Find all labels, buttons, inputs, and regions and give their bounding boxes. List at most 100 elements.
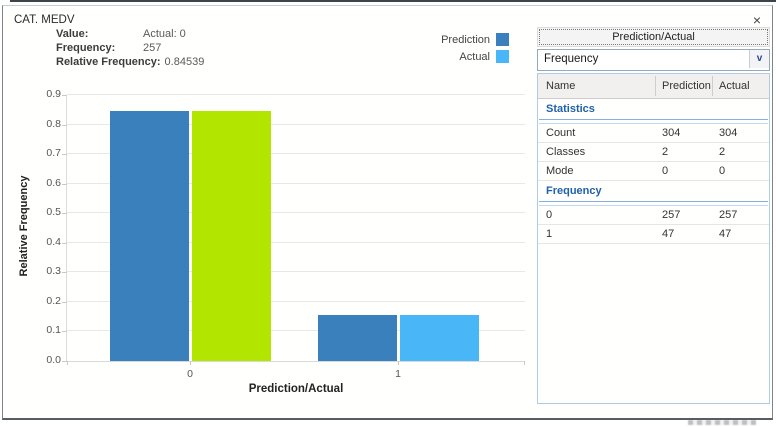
column-header-actual[interactable]: Actual: [719, 80, 750, 92]
y-tick-label: 0.5: [46, 206, 61, 219]
table-cell: Classes: [546, 146, 586, 158]
table-cell: 304: [719, 127, 738, 139]
group-divider: [539, 119, 768, 124]
bar-prediction-0[interactable]: [110, 111, 189, 361]
y-tick-mark: [62, 242, 67, 244]
x-axis-edge-tick: [524, 361, 525, 365]
table-row[interactable]: 0 257 257: [538, 206, 769, 225]
table-cell: 2: [662, 146, 669, 158]
info-value: 257: [143, 42, 162, 54]
info-row-value: Value: Actual: 0: [56, 27, 204, 41]
group-divider: [539, 201, 768, 206]
info-label: Relative Frequency:: [56, 56, 161, 68]
table-body: Statistics Count 304 304 Classes 2 2 Mode 0 0 Freq…: [538, 99, 769, 244]
y-tick-label: 0.9: [46, 88, 61, 100]
y-tick-mark: [62, 95, 67, 96]
table-row[interactable]: 1 47 47: [538, 225, 769, 244]
gridline: [67, 330, 525, 332]
y-tick-label: 0.3: [46, 265, 61, 278]
bar-chart-plot-area: 0.0 0.1 0.2 0.3 0.4 0.5 0.6 0.7 0.8 0.9 0 1: [46, 88, 525, 380]
gridline: [67, 153, 525, 155]
background-window-edge: [10, 0, 776, 2]
statistics-table: Name Prediction Actual Statistics Count 30…: [537, 73, 770, 404]
table-cell: 257: [662, 209, 681, 221]
y-tick-mark: [62, 183, 67, 185]
chart-legend: Prediction Actual: [383, 32, 513, 66]
table-row[interactable]: Mode 0 0: [538, 162, 769, 181]
y-tick-label: 0.4: [46, 235, 61, 248]
gridline: [67, 300, 525, 302]
gridline: [67, 271, 525, 273]
column-header-prediction[interactable]: Prediction: [662, 80, 711, 92]
info-value: Actual: 0: [143, 28, 186, 40]
measure-dropdown[interactable]: Frequency v: [537, 49, 770, 71]
y-tick-mark: [62, 361, 67, 362]
gridline: [67, 123, 525, 125]
dropdown-selected-value: Frequency: [544, 53, 599, 65]
bar-actual-1[interactable]: [400, 315, 479, 361]
column-divider: [655, 76, 656, 96]
y-tick-mark: [62, 331, 67, 333]
x-axis-title: Prediction/Actual: [248, 383, 344, 395]
y-tick-mark: [62, 301, 67, 303]
table-cell: 47: [662, 228, 675, 240]
column-header-name[interactable]: Name: [546, 80, 576, 92]
x-tick-mark: [398, 361, 399, 365]
x-tick-label: 0: [187, 368, 193, 380]
table-cell: 2: [719, 146, 726, 158]
bar-prediction-1[interactable]: [318, 315, 397, 361]
y-tick-mark: [62, 124, 67, 126]
table-row[interactable]: Classes 2 2: [538, 143, 769, 162]
info-label: Value:: [56, 28, 89, 40]
y-tick-label: 0.8: [46, 117, 61, 130]
x-tick-mark: [190, 361, 191, 365]
gridline: [67, 241, 525, 243]
table-cell: 304: [662, 127, 681, 139]
legend-item-actual[interactable]: Actual: [383, 49, 513, 65]
table-cell: 0: [719, 165, 726, 177]
info-row-frequency: Frequency: 257: [56, 41, 204, 55]
table-cell: 0: [546, 209, 553, 221]
y-axis-title: Relative Frequency: [18, 175, 30, 277]
x-tick-label: 1: [395, 368, 401, 380]
table-cell: Count: [546, 127, 576, 139]
info-row-relative-frequency: Relative Frequency: 0.84539: [56, 55, 204, 69]
y-tick-label: 0.2: [46, 294, 61, 307]
hover-info-panel: Value: Actual: 0 Frequency: 257 Relative F…: [56, 27, 204, 69]
y-tick-mark: [62, 272, 67, 274]
window-title: CAT. MEDV: [14, 14, 75, 26]
y-tick-mark: [62, 213, 67, 215]
y-tick-label: 0.7: [46, 147, 61, 160]
legend-label: Prediction: [441, 34, 490, 46]
gridline: [67, 94, 525, 95]
table-group-title: Frequency: [546, 185, 602, 197]
table-cell: Mode: [546, 165, 574, 177]
background-artifact: [688, 420, 756, 425]
gridline: [67, 182, 525, 184]
prediction-swatch-icon: [496, 33, 509, 46]
table-header-row: Name Prediction Actual: [538, 74, 769, 99]
table-cell: 1: [546, 228, 553, 240]
column-divider: [712, 76, 713, 96]
actual-swatch-icon: [496, 50, 509, 63]
gridline: [67, 361, 525, 362]
y-tick-label: 0.0: [46, 354, 61, 366]
chart-dialog-window: CAT. MEDV × Value: Actual: 0 Frequency: 25…: [2, 5, 773, 420]
panel-header-button[interactable]: Prediction/Actual: [537, 27, 770, 47]
y-tick-label: 0.6: [46, 176, 61, 189]
info-label: Frequency:: [56, 42, 116, 54]
table-group-title: Statistics: [546, 103, 595, 115]
table-row[interactable]: Count 304 304: [538, 124, 769, 143]
close-icon[interactable]: ×: [752, 12, 762, 28]
bar-actual-0[interactable]: [192, 111, 271, 361]
chevron-down-icon[interactable]: v: [749, 50, 769, 68]
table-cell: 47: [719, 228, 732, 240]
legend-label: Actual: [459, 51, 490, 63]
table-cell: 257: [719, 209, 738, 221]
legend-item-prediction[interactable]: Prediction: [383, 32, 513, 48]
table-cell: 0: [662, 165, 669, 177]
x-axis-edge-tick: [67, 361, 68, 365]
y-tick-mark: [62, 154, 67, 156]
y-tick-label: 0.1: [46, 324, 61, 337]
